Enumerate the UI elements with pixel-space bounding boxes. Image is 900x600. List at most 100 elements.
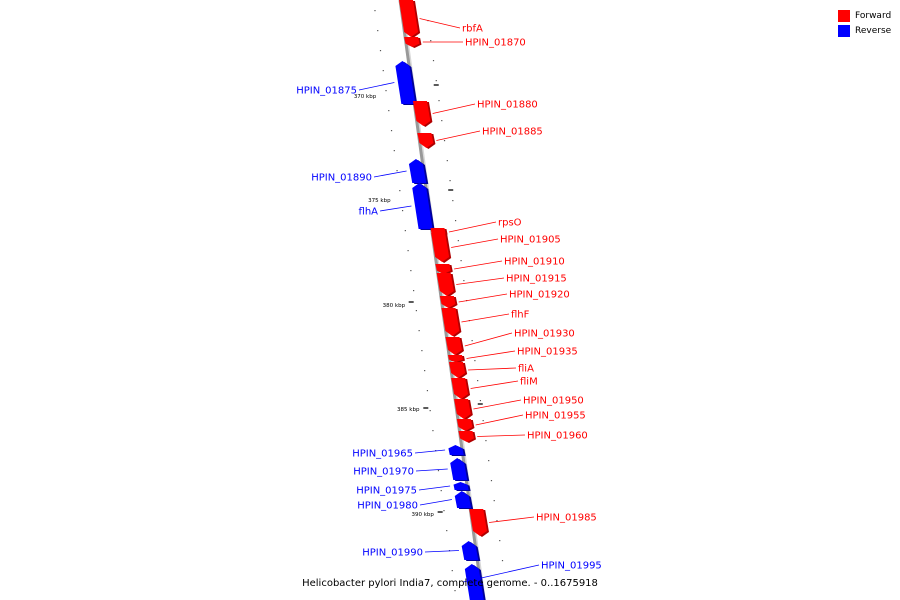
minor-tick bbox=[401, 210, 404, 212]
leader-line bbox=[468, 367, 517, 371]
gene-label: HPIN_01990 bbox=[362, 548, 423, 559]
minor-tick bbox=[440, 490, 442, 492]
scale-label: 390 kbp bbox=[412, 512, 435, 518]
gene-arrow bbox=[431, 233, 450, 262]
gene-label: HPIN_01985 bbox=[536, 513, 597, 524]
minor-tick bbox=[429, 410, 431, 412]
scale-label: 375 kbp bbox=[368, 198, 391, 204]
gene-HPIN_01960 bbox=[458, 431, 526, 443]
gene-labels: rbfA HPIN_01870 HPIN_01875 HPIN_01880 HPIN_0… bbox=[296, 24, 602, 572]
forward-swatch bbox=[838, 9, 850, 22]
minor-tick bbox=[488, 460, 490, 462]
gene-label: fliM bbox=[520, 377, 538, 388]
gene-fliM bbox=[451, 378, 519, 400]
gene-HPIN_01985 bbox=[469, 509, 535, 537]
leader-line bbox=[451, 238, 499, 248]
gene-arrow bbox=[435, 264, 451, 274]
minor-tick bbox=[499, 540, 501, 542]
legend-label-reverse: Reverse bbox=[855, 25, 892, 36]
gene-arrow bbox=[453, 482, 469, 490]
gene-HPIN_01990 bbox=[424, 541, 481, 561]
minor-tick bbox=[449, 180, 451, 182]
minor-tick bbox=[446, 160, 448, 162]
minor-tick bbox=[457, 240, 459, 242]
gene-arrow bbox=[412, 101, 431, 126]
minor-tick bbox=[388, 110, 390, 112]
gene-arrow bbox=[439, 296, 456, 308]
gene-label: HPIN_01870 bbox=[465, 38, 526, 49]
leader-line bbox=[461, 313, 510, 323]
gene-label: flhA bbox=[359, 207, 379, 218]
leader-line bbox=[419, 499, 452, 506]
gene-arrow bbox=[454, 491, 472, 508]
gene-label: rpsO bbox=[498, 218, 522, 229]
leader-line bbox=[466, 350, 516, 359]
minor-tick bbox=[471, 340, 473, 342]
gene-arrow bbox=[408, 159, 427, 183]
gene-arrow bbox=[399, 0, 419, 37]
gene-label: HPIN_01885 bbox=[482, 127, 543, 138]
leader-line bbox=[454, 260, 503, 270]
genome-caption: Helicobacter pylori India7, complete gen… bbox=[302, 578, 598, 589]
gene-arrow bbox=[469, 509, 487, 536]
leader-line bbox=[473, 399, 522, 410]
gene-arrow bbox=[456, 419, 473, 431]
leader-line bbox=[358, 82, 395, 91]
gene-label: HPIN_01935 bbox=[517, 347, 578, 358]
gene-features bbox=[358, 0, 540, 600]
gene-label: HPIN_01920 bbox=[509, 290, 570, 301]
gene-label: HPIN_01975 bbox=[356, 486, 417, 497]
minor-tick bbox=[446, 530, 448, 532]
gene-label: HPIN_01910 bbox=[504, 257, 565, 268]
gene-label: HPIN_01880 bbox=[477, 100, 538, 111]
gene-HPIN_01975 bbox=[418, 482, 471, 491]
minor-tick bbox=[451, 570, 453, 572]
minor-tick bbox=[479, 400, 482, 402]
gene-label: HPIN_01965 bbox=[352, 449, 413, 460]
gene-arrow bbox=[454, 399, 471, 419]
legend-label-forward: Forward bbox=[855, 10, 892, 21]
gene-label: HPIN_01960 bbox=[527, 431, 588, 442]
legend-item-forward: Forward bbox=[838, 8, 891, 23]
minor-tick bbox=[426, 390, 429, 392]
gene-label: fliA bbox=[518, 364, 534, 375]
minor-tick bbox=[424, 370, 426, 372]
minor-tick bbox=[441, 120, 443, 122]
leader-line bbox=[456, 277, 505, 285]
minor-tick bbox=[379, 50, 382, 52]
gene-HPIN_01965 bbox=[414, 445, 466, 456]
reverse-swatch bbox=[838, 24, 850, 37]
gene-label: flhF bbox=[511, 310, 530, 321]
gene-arrow bbox=[448, 362, 466, 378]
gene-HPIN_01870 bbox=[404, 37, 463, 48]
minor-tick bbox=[443, 140, 446, 142]
minor-tick bbox=[474, 360, 476, 362]
leader-line bbox=[432, 103, 476, 114]
leader-line bbox=[475, 414, 524, 426]
minor-tick bbox=[390, 130, 393, 132]
minor-tick bbox=[493, 500, 495, 502]
gene-flhA bbox=[379, 183, 435, 230]
gene-arrow bbox=[445, 337, 462, 355]
gene-HPIN_01935 bbox=[447, 350, 516, 363]
gene-label: HPIN_01955 bbox=[525, 411, 586, 422]
gene-label: HPIN_01930 bbox=[514, 329, 575, 340]
leader-line bbox=[477, 434, 526, 437]
leader-line bbox=[448, 221, 497, 233]
minor-tick bbox=[430, 40, 432, 42]
gene-arrow bbox=[461, 541, 479, 560]
gene-arrow bbox=[436, 273, 454, 296]
gene-arrow bbox=[458, 431, 474, 442]
minor-tick bbox=[443, 510, 445, 512]
gene-HPIN_01920 bbox=[439, 293, 508, 309]
gene-HPIN_01970 bbox=[415, 458, 470, 481]
minor-tick bbox=[438, 100, 440, 102]
leader-line bbox=[379, 205, 412, 212]
minor-tick bbox=[477, 380, 479, 382]
gene-label: HPIN_01915 bbox=[506, 274, 567, 285]
minor-tick bbox=[504, 580, 506, 582]
minor-tick bbox=[496, 520, 498, 522]
leader-line bbox=[424, 550, 459, 553]
minor-tick bbox=[432, 430, 434, 432]
